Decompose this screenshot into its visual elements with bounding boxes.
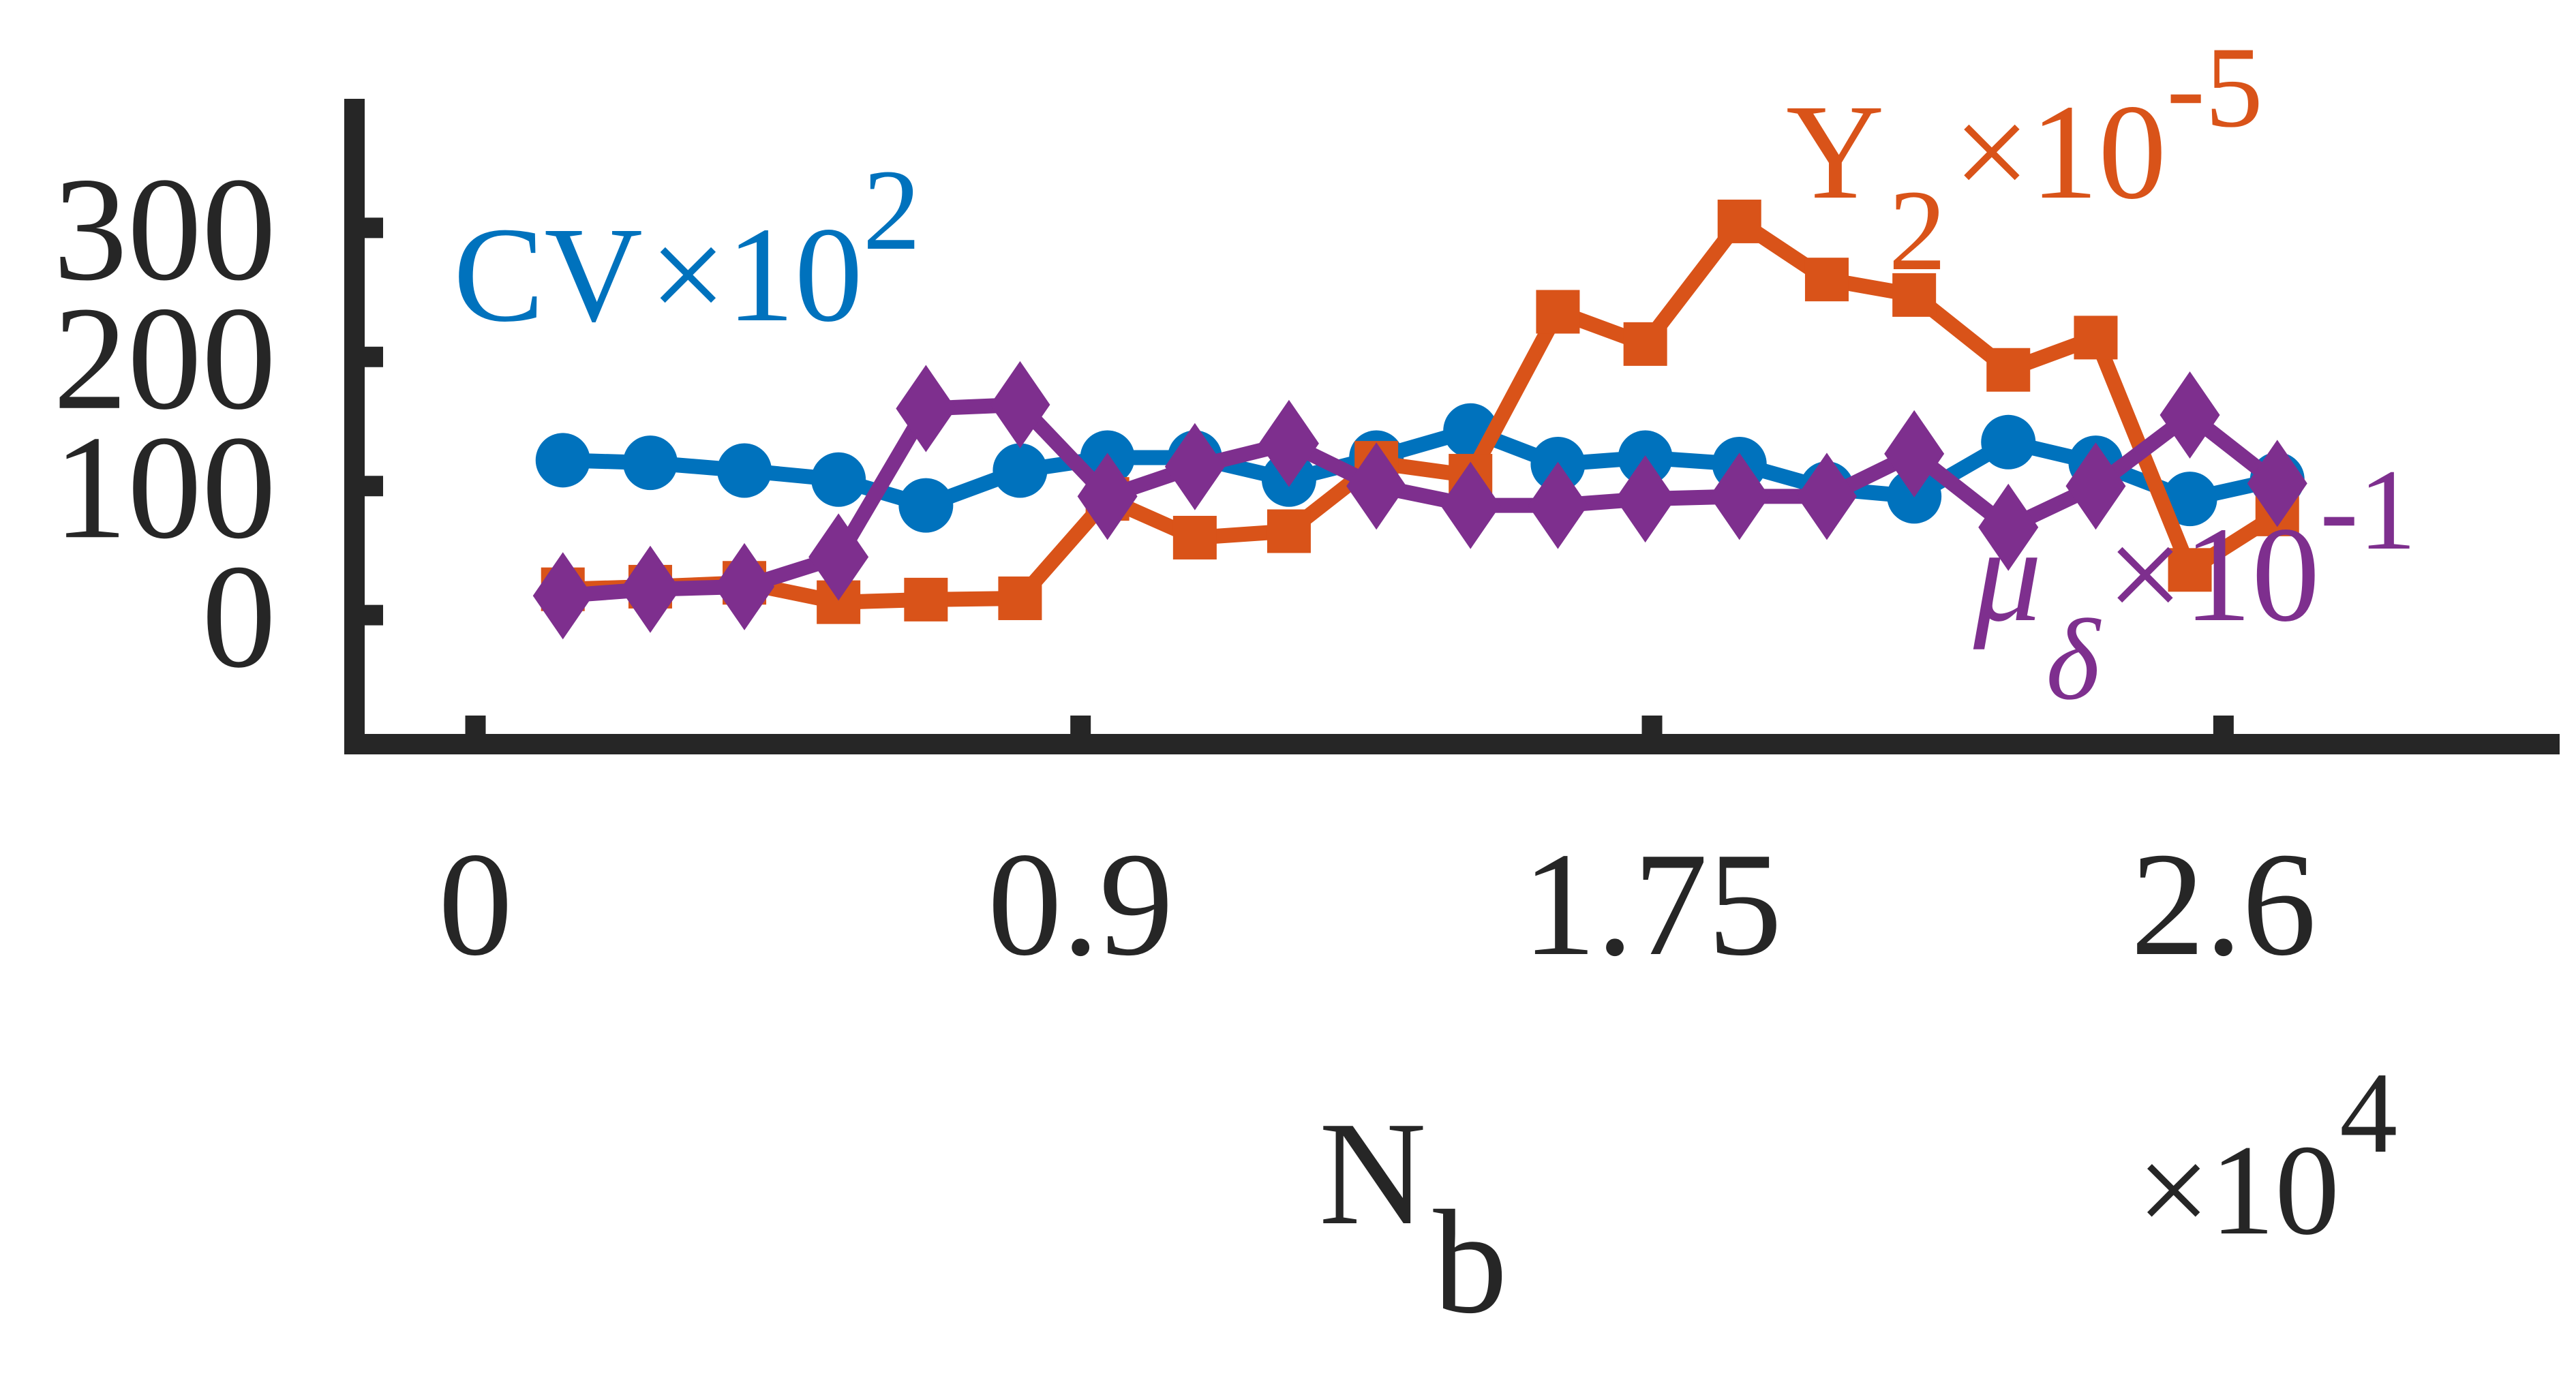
- x-multiplier-exp: 4: [2339, 1049, 2397, 1177]
- series-label-exp: -1: [2320, 446, 2416, 574]
- data-point-mu: [990, 360, 1050, 448]
- data-point-y2: [2168, 548, 2212, 592]
- data-point-cv: [811, 452, 866, 507]
- data-point-y2: [2074, 316, 2118, 360]
- series-label-y2: Y2×10-5: [1786, 23, 2263, 294]
- x-multiplier-prefix: ×10: [2137, 1119, 2339, 1262]
- data-point-mu: [1615, 455, 1676, 543]
- y-tick-label: 0: [202, 535, 276, 699]
- y-tick-label: 200: [53, 277, 276, 441]
- data-point-y2: [1623, 322, 1667, 366]
- label-layer: CV×102 Y2×10-5μδ×10-1: [453, 23, 2416, 724]
- data-point-cv: [1981, 414, 2036, 470]
- data-point-mu: [1346, 442, 1407, 530]
- x-tick-label: 2.6: [2131, 823, 2317, 987]
- data-point-y2: [1536, 290, 1580, 334]
- data-point-y2: [1172, 515, 1217, 559]
- x-multiplier: ×104: [2137, 1049, 2397, 1262]
- data-point-y2: [1717, 199, 1761, 243]
- series-label-base: μ: [1973, 500, 2042, 650]
- data-point-mu: [532, 552, 593, 640]
- series-label-prefix: ×10: [650, 200, 863, 350]
- series-label-exp: 2: [863, 146, 921, 274]
- data-point-y2: [1804, 258, 1849, 302]
- x-axis-title-base: N: [1319, 1092, 1426, 1256]
- data-point-cv: [898, 478, 954, 533]
- data-point-mu: [1440, 461, 1501, 549]
- data-point-mu: [896, 365, 956, 452]
- data-point-y2: [1267, 509, 1311, 553]
- series-label-base: CV: [453, 200, 643, 350]
- data-point-mu: [1978, 483, 2039, 571]
- data-point-mu: [2160, 371, 2220, 459]
- y-tick-label: 100: [53, 405, 276, 570]
- series-layer: [532, 199, 2307, 640]
- x-axis-title: Nb: [1319, 1092, 1507, 1345]
- series-label-sub: δ: [2046, 596, 2102, 724]
- data-point-y2: [1892, 273, 1937, 317]
- data-point-y2: [998, 576, 1042, 620]
- data-point-cv: [2162, 472, 2217, 527]
- data-point-cv: [535, 433, 590, 488]
- data-point-cv: [717, 443, 772, 498]
- data-point-y2: [1986, 348, 2031, 392]
- data-point-cv: [622, 435, 678, 491]
- series-label-mu: μδ×10-1: [1973, 446, 2416, 724]
- data-point-y2: [904, 577, 948, 621]
- data-point-mu: [2247, 440, 2307, 527]
- data-point-mu: [808, 513, 869, 601]
- data-point-mu: [2065, 442, 2126, 530]
- y-tick-label: 300: [53, 147, 276, 311]
- x-tick-label: 0.9: [988, 823, 1174, 987]
- series-label-prefix: ×10: [2106, 500, 2320, 650]
- data-point-mu: [1796, 452, 1857, 540]
- data-point-mu: [1258, 399, 1319, 487]
- data-point-mu: [1528, 461, 1588, 549]
- data-point-mu: [620, 545, 680, 633]
- data-point-mu: [714, 542, 775, 630]
- series-label-cv: CV×102: [453, 146, 921, 350]
- data-point-cv: [992, 443, 1048, 498]
- x-axis-title-sub: b: [1433, 1180, 1507, 1345]
- series-label-prefix: ×10: [1953, 77, 2166, 228]
- data-point-mu: [1884, 410, 1945, 497]
- data-point-mu: [1077, 452, 1138, 540]
- series-label-sub: 2: [1888, 166, 1946, 294]
- x-tick-label: 1.75: [1522, 823, 1783, 987]
- series-label-base: Y: [1786, 77, 1884, 228]
- data-point-mu: [1164, 423, 1225, 510]
- data-point-mu: [1709, 452, 1770, 540]
- series-label-exp: -5: [2166, 23, 2263, 151]
- x-tick-label: 0: [438, 823, 513, 987]
